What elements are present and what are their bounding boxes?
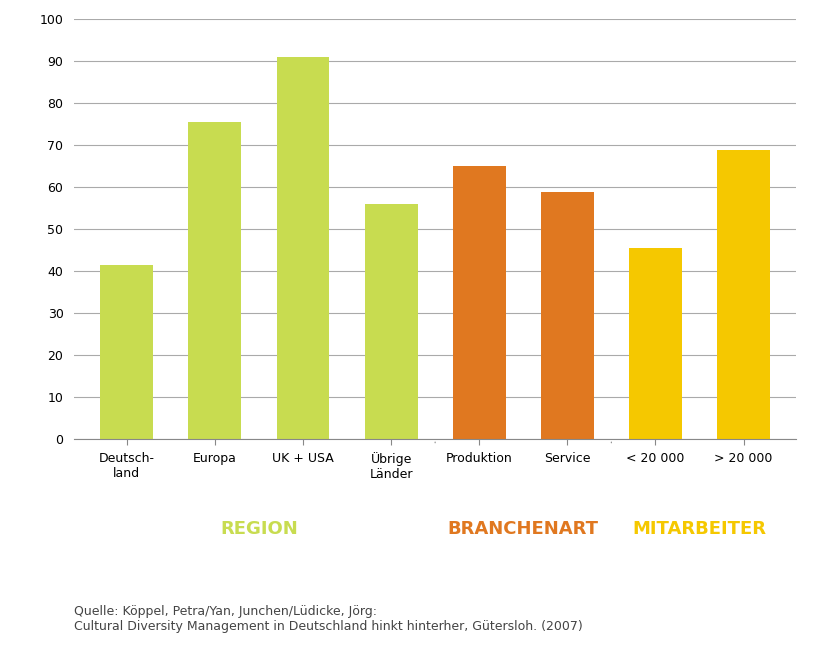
Bar [717,149,770,439]
Text: MITARBEITER: MITARBEITER [632,520,767,538]
Text: REGION: REGION [220,520,298,538]
Bar [629,248,681,439]
Bar [541,191,594,439]
Bar [365,204,418,439]
Bar [277,57,329,439]
Bar [100,265,154,439]
Bar [189,122,241,439]
Bar [452,166,506,439]
Text: Quelle: Köppel, Petra/Yan, Junchen/Lüdicke, Jörg:
Cultural Diversity Management : Quelle: Köppel, Petra/Yan, Junchen/Lüdic… [74,605,583,633]
Text: BRANCHENART: BRANCHENART [447,520,599,538]
